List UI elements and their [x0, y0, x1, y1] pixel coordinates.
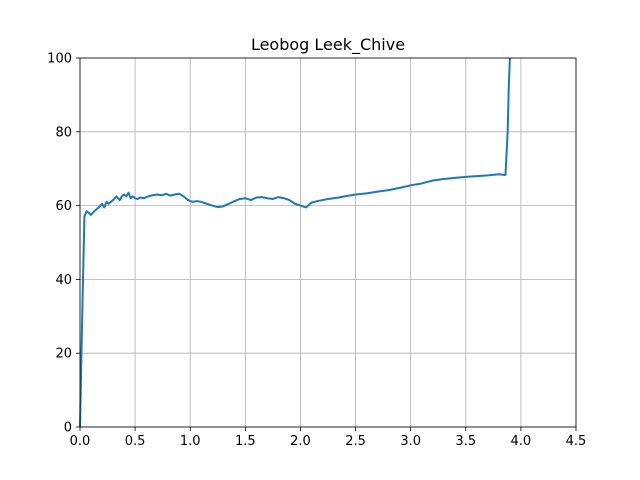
x-tick-label: 1.5: [235, 434, 256, 449]
x-tick-label: 3.5: [455, 434, 476, 449]
y-tick-label: 20: [55, 347, 72, 362]
chart-title: Leobog Leek_Chive: [251, 35, 405, 55]
plot-frame: [79, 57, 577, 428]
grid-layer: [79, 57, 577, 428]
x-tick-label: 0.0: [70, 434, 91, 449]
series-layer: [79, 57, 511, 428]
x-tick-label: 1.0: [180, 434, 201, 449]
axes-layer: 0.0 0.5 1.0 1.5 2.0 2.5 3.0 3.5 4.0 4.5 0 20 40 60 80 1…: [47, 52, 586, 450]
series-line: [79, 57, 511, 428]
y-tick-label: 80: [55, 125, 72, 140]
y-tick-label: 40: [55, 273, 72, 288]
y-tick-label: 100: [47, 52, 72, 67]
y-tick-label: 0: [64, 421, 72, 436]
x-tick-label: 3.0: [400, 434, 421, 449]
x-tick-label: 4.0: [511, 434, 532, 449]
x-tick-label: 4.5: [566, 434, 587, 449]
y-tick-label: 60: [55, 199, 72, 214]
x-tick-label: 0.5: [125, 434, 146, 449]
x-tick-label: 2.5: [345, 434, 366, 449]
x-tick-label: 2.0: [290, 434, 311, 449]
